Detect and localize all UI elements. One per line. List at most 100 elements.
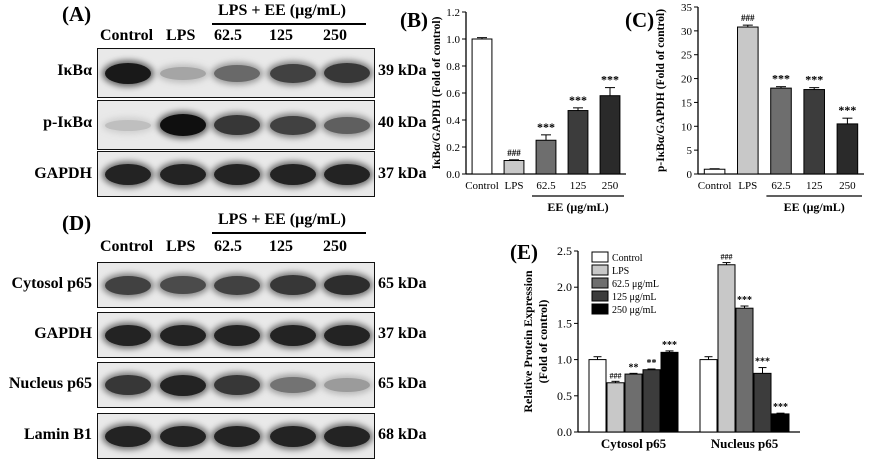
x-axis-title: EE (μg/mL) xyxy=(784,200,845,214)
blot-strip-gapdh-d xyxy=(97,312,375,358)
blot-band xyxy=(270,275,316,295)
blot-band xyxy=(270,426,316,447)
bar xyxy=(703,168,726,175)
legend-swatch xyxy=(591,303,609,315)
significance-label: ** xyxy=(647,358,657,369)
y-tick-label: 5 xyxy=(687,145,693,157)
bar xyxy=(471,38,493,175)
significance-label: ** xyxy=(629,362,639,373)
panel-label-e: (E) xyxy=(510,240,538,264)
legend-label: Control xyxy=(612,253,643,264)
legend-label: LPS xyxy=(612,266,629,277)
blot-band xyxy=(160,426,206,447)
bar xyxy=(735,307,754,433)
bar xyxy=(753,372,772,433)
treatment-header-a: LPS + EE (μg/mL) xyxy=(218,2,346,19)
row-label-lamin-b1: Lamin B1 xyxy=(23,426,92,443)
blot-band xyxy=(324,275,370,295)
blot-band xyxy=(105,164,151,185)
legend-swatch xyxy=(591,251,609,263)
lane-label-lps-a: LPS xyxy=(166,27,196,44)
blot-strip-nucleus-p65 xyxy=(97,362,375,408)
lane-label-62-d: 62.5 xyxy=(214,238,242,255)
x-tick-label: Control xyxy=(698,180,732,192)
x-axis-title: EE (μg/mL) xyxy=(547,200,608,214)
blot-band xyxy=(324,117,370,134)
significance-label: *** xyxy=(773,402,788,413)
blot-band xyxy=(214,325,260,346)
bar xyxy=(503,160,525,175)
bar xyxy=(737,26,759,175)
significance-label: *** xyxy=(755,357,770,368)
bar xyxy=(699,359,718,433)
kda-lamin-b1: 68 kDa xyxy=(378,426,427,443)
x-tick-label: 125 xyxy=(806,180,823,192)
significance-label: ### xyxy=(507,148,521,158)
y-tick-label: 35 xyxy=(681,2,693,14)
y-tick-label: 0.8 xyxy=(446,61,460,73)
blot-band xyxy=(324,426,370,447)
blot-strip-gapdh-a xyxy=(97,151,375,197)
treatment-bracket-d xyxy=(212,232,366,234)
bar xyxy=(803,89,825,175)
x-tick-label: Cytosol p65 xyxy=(601,436,667,451)
lane-label-250-a: 250 xyxy=(323,27,347,44)
y-tick-label: 1.0 xyxy=(557,353,572,367)
y-tick-label: 20 xyxy=(681,74,693,86)
y-tick-label: 0.5 xyxy=(557,389,572,403)
panel-label-a: (A) xyxy=(62,2,92,26)
x-tick-label: 125 xyxy=(570,180,587,192)
blot-band xyxy=(270,377,316,393)
y-tick-label: 0.2 xyxy=(446,142,460,154)
treatment-header-d: LPS + EE (μg/mL) xyxy=(218,211,346,228)
blot-band xyxy=(160,67,206,80)
x-tick-label: LPS xyxy=(738,180,757,192)
blot-strip-p-ikba xyxy=(97,100,375,150)
significance-label: *** xyxy=(662,340,677,351)
y-tick-label: 15 xyxy=(681,97,693,109)
y-tick-label: 0 xyxy=(687,169,693,181)
y-tick-label: 30 xyxy=(681,26,693,38)
y-axis-title-line1: Relative Protein Expression xyxy=(521,270,535,413)
row-label-nucleus-p65: Nucleus p65 xyxy=(8,375,92,392)
blot-band xyxy=(105,375,151,395)
blot-band xyxy=(324,164,370,185)
kda-nucleus-p65: 65 kDa xyxy=(378,375,427,392)
blot-band xyxy=(270,164,316,185)
blot-band xyxy=(105,325,151,346)
y-tick-label: 2.0 xyxy=(557,280,572,294)
blot-band xyxy=(214,276,260,295)
significance-label: *** xyxy=(569,93,587,107)
lane-label-lps-d: LPS xyxy=(166,238,196,255)
lane-label-control-d: Control xyxy=(100,238,154,255)
lane-label-125-a: 125 xyxy=(269,27,293,44)
y-tick-label: 1.0 xyxy=(446,34,460,46)
blot-band xyxy=(214,375,260,395)
bar xyxy=(567,110,589,175)
legend-label: 250 μg/mL xyxy=(612,305,657,316)
significance-label: ### xyxy=(721,253,733,262)
blot-band xyxy=(105,426,151,447)
legend-swatch xyxy=(591,290,609,302)
blot-band xyxy=(214,115,260,135)
y-tick-label: 0.6 xyxy=(446,88,460,100)
blot-strip-lamin-b1 xyxy=(97,413,375,459)
y-axis-title-line2: (Fold of control) xyxy=(536,300,550,384)
blot-band xyxy=(160,375,206,396)
blot-band xyxy=(214,65,260,82)
significance-label: *** xyxy=(537,120,555,134)
x-tick-label: 62.5 xyxy=(771,180,791,192)
y-tick-label: 0.0 xyxy=(557,425,572,439)
kda-p-ikba: 40 kDa xyxy=(378,114,427,131)
blot-strip-ikba xyxy=(97,48,375,98)
x-tick-label: 250 xyxy=(602,180,619,192)
row-label-p-ikba: p-IκBα xyxy=(43,114,92,131)
bar xyxy=(599,95,621,175)
blot-band xyxy=(160,325,206,346)
chart-c-p-ikba-gapdh: 0 5 10 15 20 25 30 35 Control ### LPS *** 62.5 *** 125… xyxy=(655,2,864,214)
legend-swatch xyxy=(591,277,609,289)
kda-gapdh-d: 37 kDa xyxy=(378,325,427,342)
panel-label-c: (C) xyxy=(625,8,655,32)
kda-cytosol-p65: 65 kDa xyxy=(378,275,427,292)
